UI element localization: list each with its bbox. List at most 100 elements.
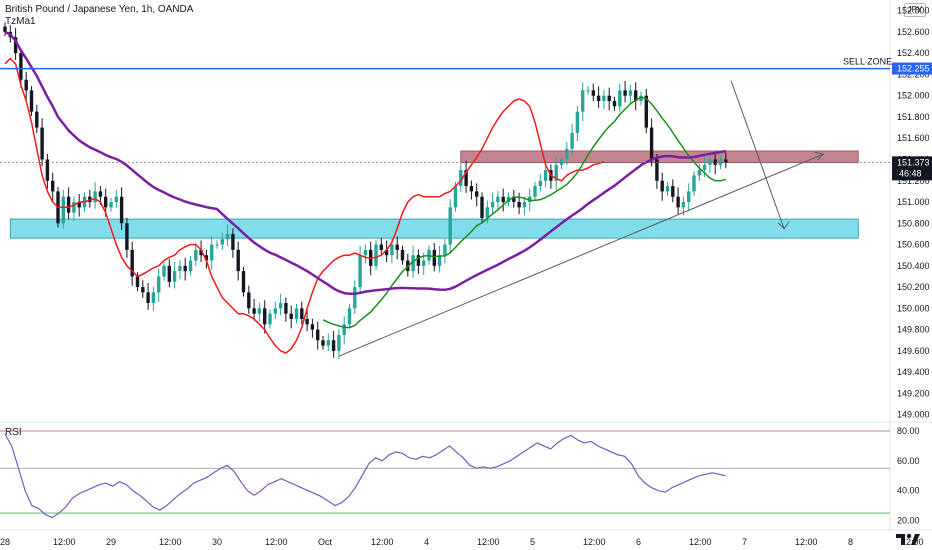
candle-body: [596, 95, 601, 102]
candle-body: [210, 244, 214, 261]
price-tick-label: 150.200: [897, 282, 930, 292]
candle-body: [167, 265, 171, 282]
candle-body: [681, 202, 686, 208]
price-tick-label: 152.400: [897, 48, 930, 58]
candle-body: [655, 159, 659, 181]
price-tick-label: 151.800: [897, 112, 930, 122]
candle-body: [379, 244, 383, 250]
support-zone: [9, 218, 859, 239]
price-tick-label: 152.800: [897, 6, 930, 16]
candle-body: [188, 260, 193, 272]
grid-lines: [0, 0, 932, 531]
time-tick-label: 4: [424, 537, 429, 547]
candle-body: [220, 239, 224, 245]
tradingview-logo[interactable]: [894, 531, 922, 547]
candle-body: [538, 180, 542, 187]
candle-body: [432, 249, 436, 266]
candle-body: [284, 303, 288, 314]
candle-body: [575, 111, 580, 133]
rsi-label: RSI: [5, 427, 22, 438]
candle-body: [374, 244, 378, 266]
candle-body: [724, 159, 728, 163]
candle-body: [247, 292, 251, 309]
drawings: SELL ZONE: [0, 57, 892, 357]
price-tick-label: 150.400: [897, 261, 930, 271]
candle-body: [40, 127, 44, 160]
candle-body: [644, 95, 648, 128]
candle-body: [162, 265, 166, 277]
time-tick-label: 12:00: [371, 537, 394, 547]
candle-body: [671, 186, 675, 197]
projection-arrow: [730, 80, 785, 229]
candle-body: [35, 111, 39, 128]
price-tick-label: 149.200: [897, 388, 930, 398]
price-tick-label: 151.600: [897, 133, 930, 143]
candle-body: [278, 303, 283, 309]
moving-averages: [4, 30, 727, 354]
current-price-tag: [892, 156, 932, 181]
candle-body: [676, 196, 680, 208]
candle-body: [273, 308, 277, 314]
time-tick-label: 5: [530, 537, 535, 547]
currency-badge[interactable]: JPY: [904, 3, 926, 17]
candle-body: [453, 186, 458, 208]
price-tick-label: 149.400: [897, 367, 930, 377]
candle-body: [634, 90, 638, 102]
candle-body: [490, 202, 495, 208]
current-price: 151.373: [897, 157, 930, 167]
candle-body: [395, 244, 399, 250]
candle-body: [300, 308, 304, 319]
rsi-tick-label: 20.00: [897, 516, 920, 526]
candle-body: [61, 196, 65, 224]
price-tick-label: 150.000: [897, 303, 930, 313]
candle-body: [411, 255, 415, 272]
ma-slow-line: [4, 30, 727, 296]
candle-body: [464, 170, 468, 187]
candle-body: [501, 196, 505, 203]
candle-body: [363, 249, 368, 256]
candle-body: [13, 37, 18, 54]
candle-body: [125, 223, 129, 250]
time-tick-label: 12:00: [159, 537, 182, 547]
candle-body: [692, 175, 696, 192]
candle-body: [618, 90, 622, 107]
candle-body: [236, 249, 240, 272]
candle-body: [268, 313, 272, 325]
candle-body: [554, 164, 558, 181]
candle-body: [623, 90, 627, 96]
rsi-tick-label: 60.00: [897, 456, 920, 466]
candle-body: [581, 90, 585, 112]
candle-body: [204, 255, 209, 261]
candle-body: [416, 255, 421, 266]
candle-body: [612, 101, 617, 107]
candle-body: [506, 196, 511, 203]
candle-body: [215, 244, 219, 246]
candle-body: [51, 180, 55, 192]
candle-body: [45, 159, 50, 181]
price-tick-label: 149.000: [897, 410, 930, 420]
candle-body: [305, 318, 309, 325]
candle-body: [3, 26, 7, 32]
time-tick-label: 12:00: [583, 537, 606, 547]
candle-body: [533, 186, 537, 197]
candle-body: [543, 170, 548, 181]
candle-body: [257, 308, 262, 314]
candle-body: [141, 287, 145, 293]
candle-body: [649, 127, 654, 160]
price-tick-label: 149.600: [897, 346, 930, 356]
candle-body: [194, 249, 198, 261]
candle-body: [146, 292, 150, 304]
candle-body: [607, 95, 611, 102]
ma-fast-line: [4, 57, 605, 354]
candle-body: [24, 79, 28, 91]
candle-body: [331, 340, 336, 351]
sell-zone-price-tag: [892, 62, 932, 75]
candle-body: [316, 329, 320, 341]
candle-body: [390, 244, 394, 256]
candle-body: [628, 90, 633, 96]
candle-body: [321, 340, 325, 346]
symbol-title: British Pound / Japanese Yen, 1h, OANDA: [5, 4, 194, 15]
projection-arrowhead: [777, 221, 790, 230]
time-tick-label: 28: [0, 537, 10, 547]
